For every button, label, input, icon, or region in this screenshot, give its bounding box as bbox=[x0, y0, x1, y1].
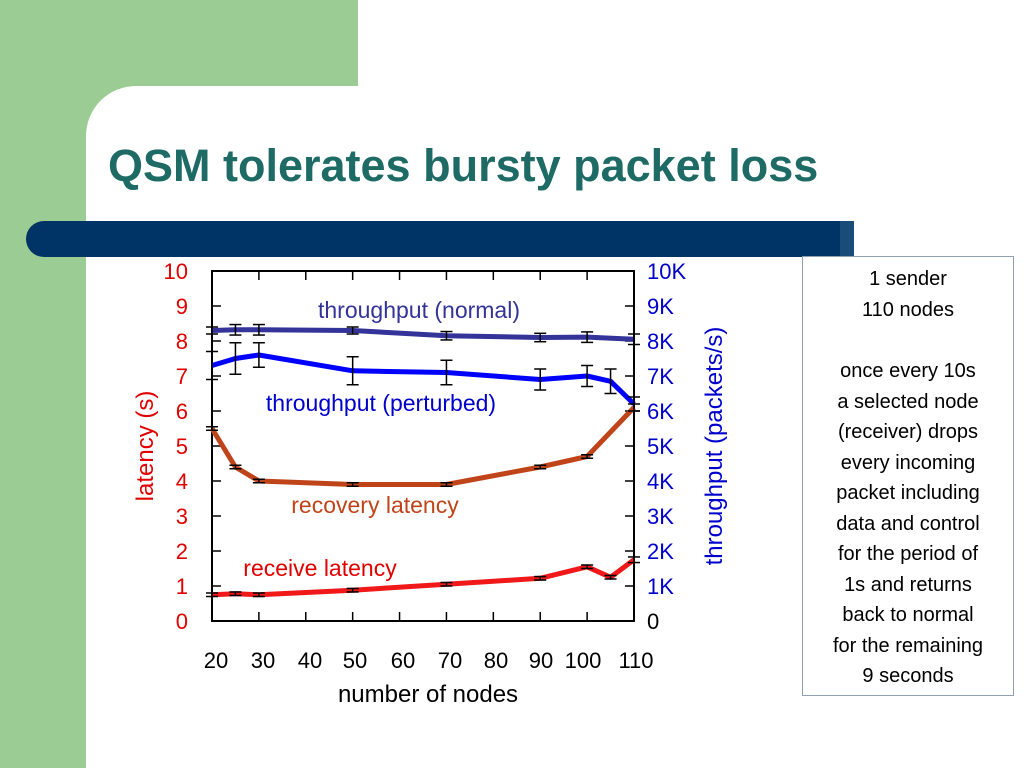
decorative-bar-end bbox=[840, 221, 854, 257]
right-tick-label: 6K bbox=[647, 399, 674, 424]
right-tick-label: 2K bbox=[647, 539, 674, 564]
left-tick-label: 10 bbox=[164, 259, 188, 284]
right-tick-label: 4K bbox=[647, 469, 674, 494]
left-tick-label: 9 bbox=[176, 294, 188, 319]
left-tick-label: 1 bbox=[176, 574, 188, 599]
left-tick-label: 5 bbox=[176, 434, 188, 459]
right-tick-label: 1K bbox=[647, 574, 674, 599]
notes-setup-text: 1 sender 110 nodes bbox=[862, 268, 954, 321]
right-tick-label: 3K bbox=[647, 504, 674, 529]
x-tick-label: 50 bbox=[343, 648, 367, 673]
left-axis-label: latency (s) bbox=[132, 391, 159, 502]
series-line bbox=[209, 405, 636, 487]
notes-description-text: once every 10s a selected node (receiver… bbox=[832, 360, 984, 687]
left-tick-label: 3 bbox=[176, 504, 188, 529]
left-tick-label: 6 bbox=[176, 399, 188, 424]
x-tick-label: 30 bbox=[251, 648, 275, 673]
right-tick-label: 0 bbox=[647, 609, 659, 634]
x-tick-label: 20 bbox=[204, 648, 228, 673]
notes-box: 1 sender 110 nodes once every 10s a sele… bbox=[802, 256, 1014, 696]
series-label: throughput (perturbed) bbox=[266, 390, 496, 416]
left-tick-label: 7 bbox=[176, 364, 188, 389]
background-green-strip bbox=[0, 0, 86, 768]
x-tick-label: 100 bbox=[565, 648, 602, 673]
right-tick-label: 9K bbox=[647, 294, 674, 319]
left-tick-label: 4 bbox=[176, 469, 188, 494]
series-label: receive latency bbox=[243, 555, 397, 581]
right-tick-label: 5K bbox=[647, 434, 674, 459]
x-tick-label: 70 bbox=[438, 648, 462, 673]
x-tick-label: 60 bbox=[391, 648, 415, 673]
x-tick-label: 80 bbox=[484, 648, 508, 673]
series-label: recovery latency bbox=[291, 492, 459, 518]
left-tick-label: 2 bbox=[176, 539, 188, 564]
x-tick-label: 110 bbox=[618, 648, 653, 673]
x-axis-label: number of nodes bbox=[338, 681, 518, 708]
series-label: throughput (normal) bbox=[318, 297, 520, 323]
left-tick-label: 8 bbox=[176, 329, 188, 354]
x-tick-label: 40 bbox=[298, 648, 322, 673]
decorative-bar bbox=[26, 221, 854, 257]
right-tick-label: 10K bbox=[647, 259, 686, 284]
right-tick-label: 8K bbox=[647, 329, 674, 354]
series-line bbox=[211, 327, 635, 342]
right-axis-label: throughput (packets/s) bbox=[701, 327, 728, 566]
slide-title: QSM tolerates bursty packet loss bbox=[108, 140, 819, 191]
x-tick-label: 90 bbox=[529, 648, 553, 673]
left-tick-label: 0 bbox=[176, 609, 188, 634]
right-tick-label: 7K bbox=[647, 364, 674, 389]
